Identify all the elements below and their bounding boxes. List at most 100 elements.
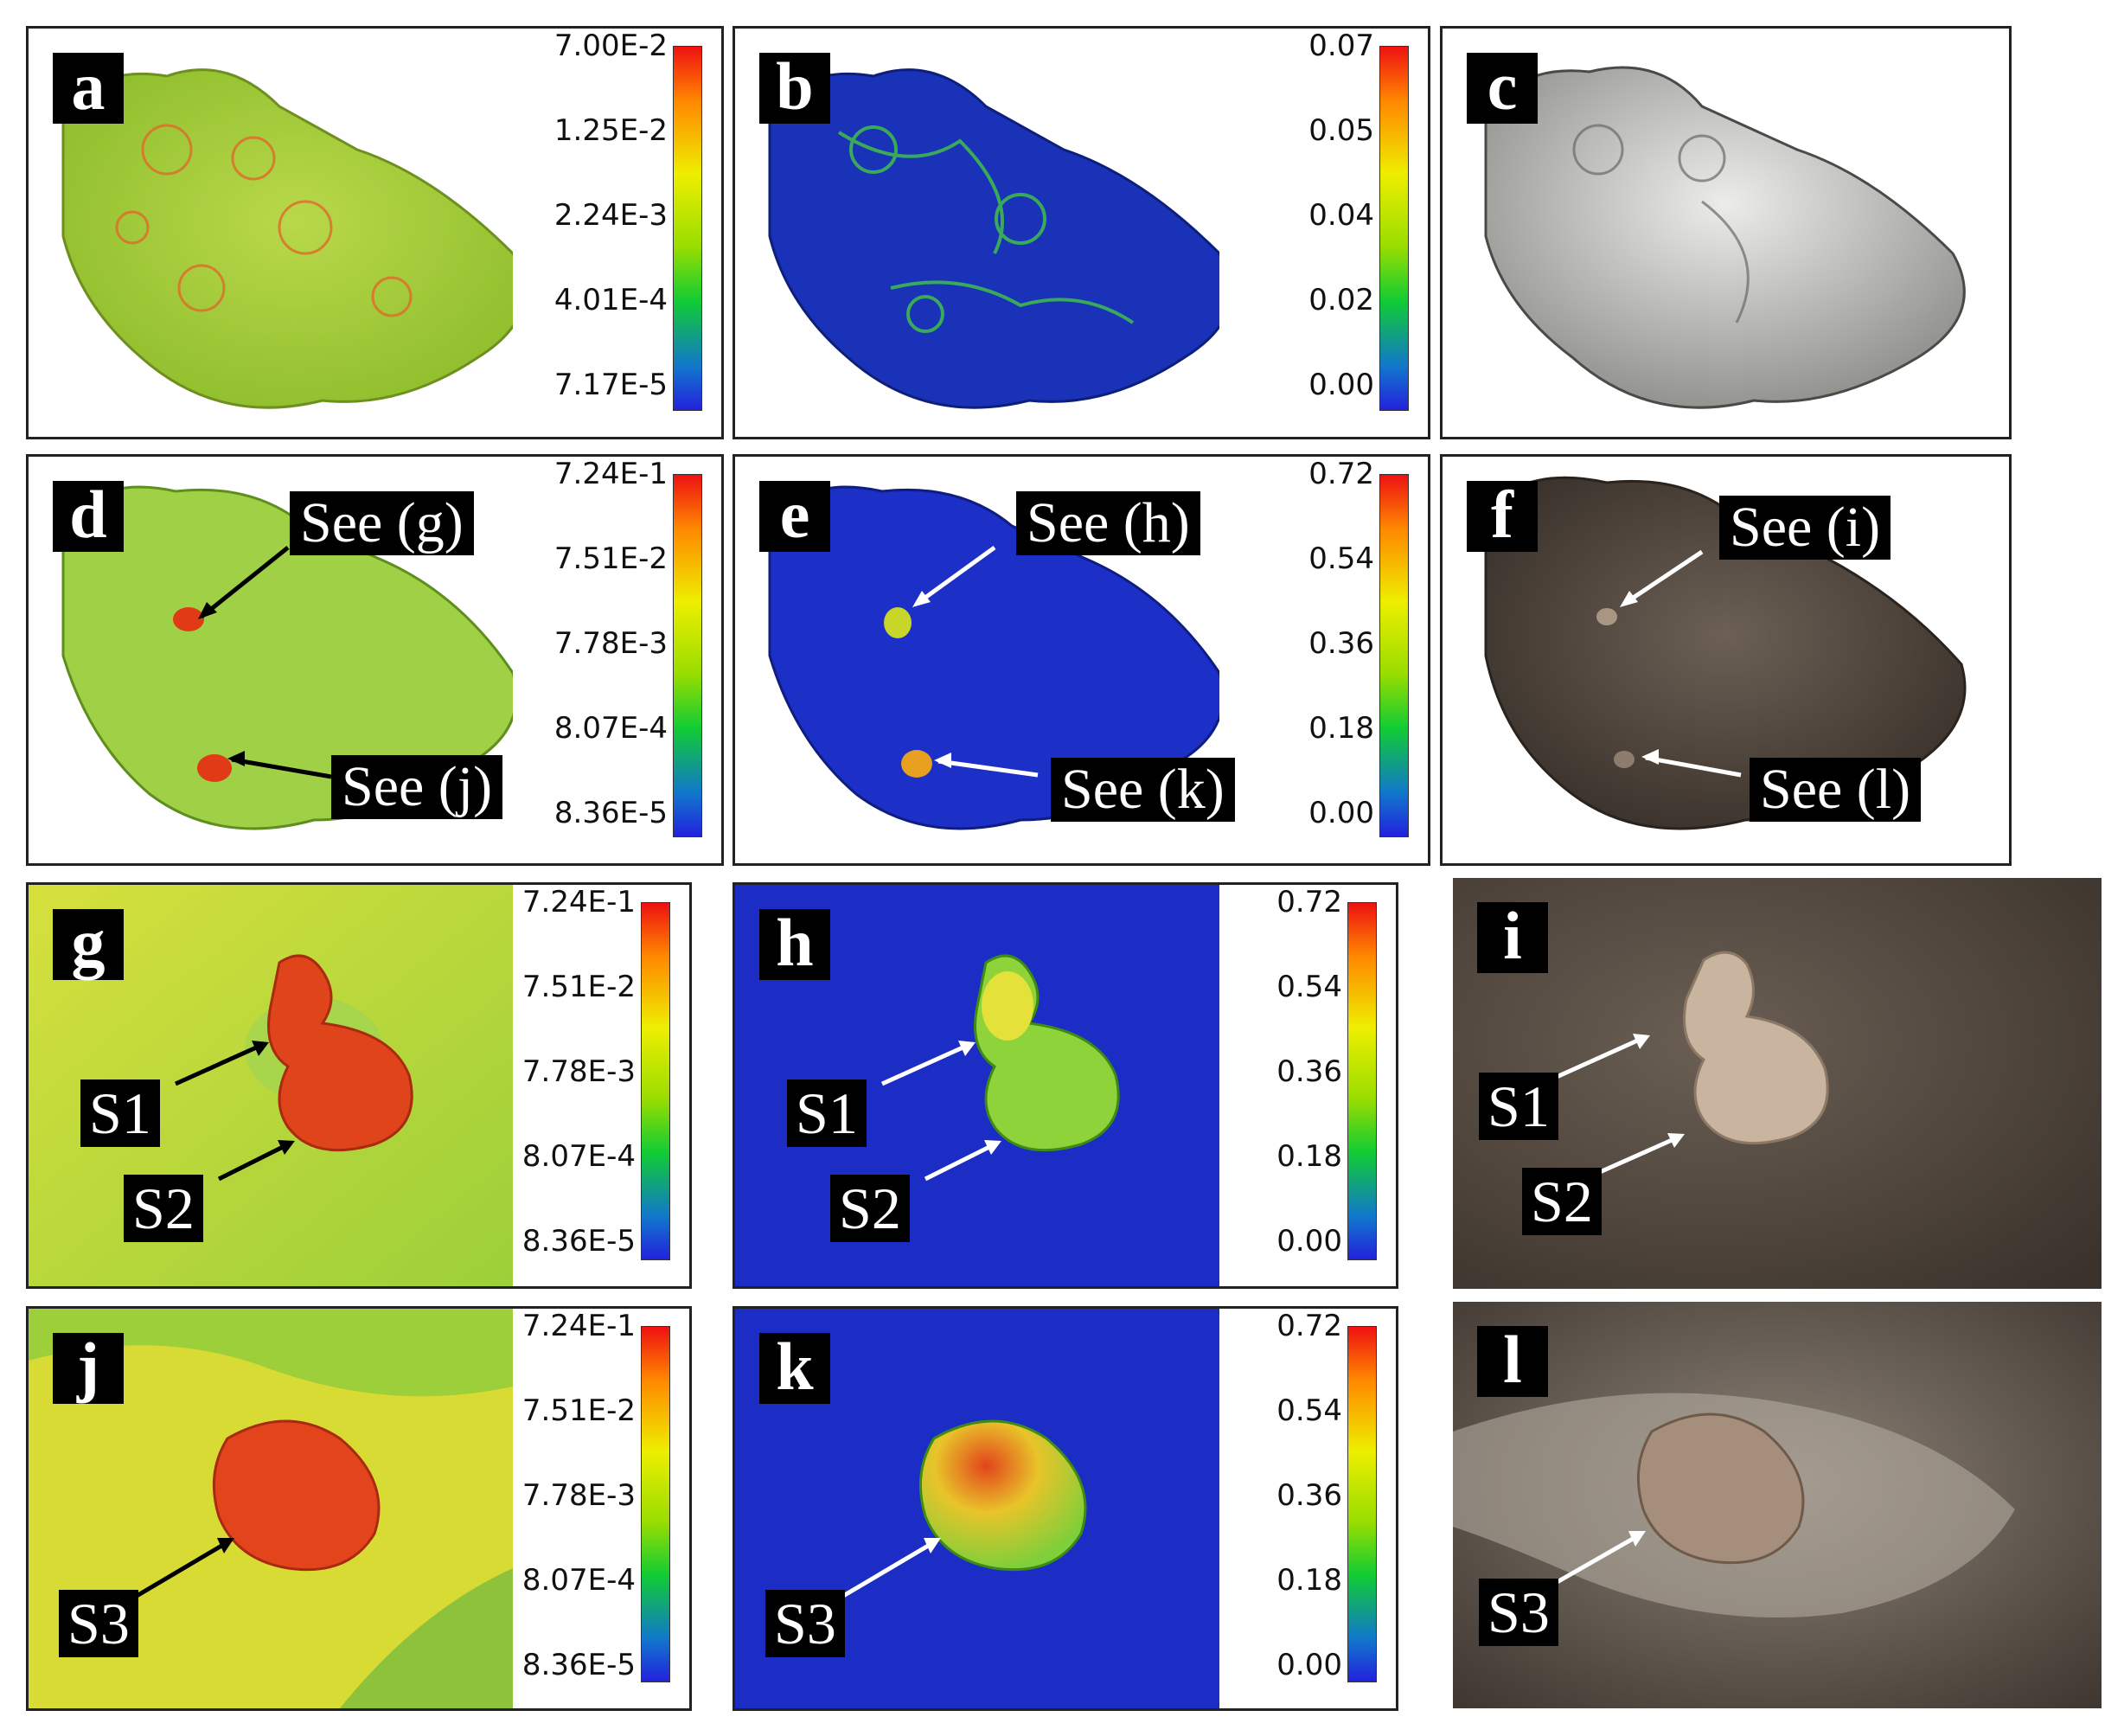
- curvature-map-image: [61, 68, 513, 409]
- callout-see-l: See (l): [1750, 758, 1922, 822]
- color-scale: 0.72 0.54 0.36 0.18 0.00: [1180, 1309, 1396, 1708]
- callout-see-g: See (g): [290, 491, 474, 555]
- scale-tick: 0.00: [1308, 368, 1374, 402]
- panel-letter: i: [1477, 902, 1548, 973]
- panel-letter: k: [759, 1333, 830, 1404]
- scale-tick: 0.02: [1308, 283, 1374, 317]
- panel-f: See (i) See (l) f: [1440, 454, 2012, 866]
- scale-tick: 4.01E-4: [553, 283, 668, 317]
- panel-letter: h: [759, 909, 830, 980]
- scale-tick: 0.72: [1276, 1309, 1342, 1343]
- scale-tick: 0.18: [1308, 711, 1374, 746]
- color-scale: 7.24E-1 7.51E-2 7.78E-3 8.07E-4 8.36E-5: [473, 885, 689, 1286]
- scale-tick: 0.72: [1308, 457, 1374, 491]
- scale-tick: 7.24E-1: [521, 885, 636, 919]
- panel-b: 0.07 0.05 0.04 0.02 0.00 b: [733, 26, 1430, 439]
- scale-tick: 0.36: [1276, 1054, 1342, 1089]
- panel-d: See (g) See (j) 7.24E-1 7.51E-2 7.78E-3 …: [26, 454, 724, 866]
- scale-tick: 2.24E-3: [553, 198, 668, 233]
- label-s2: S2: [830, 1175, 910, 1242]
- curvature-map-image: [61, 485, 513, 830]
- panel-a: 7.00E-2 1.25E-2 2.24E-3 4.01E-4 7.17E-5 …: [26, 26, 724, 439]
- scale-tick: 1.25E-2: [553, 113, 668, 148]
- callout-see-j: See (j): [331, 755, 503, 819]
- color-bar: [641, 1326, 670, 1682]
- color-scale: 7.00E-2 1.25E-2 2.24E-3 4.01E-4 7.17E-5: [505, 29, 721, 437]
- label-s2: S2: [124, 1175, 203, 1242]
- color-scale: 0.72 0.54 0.36 0.18 0.00: [1180, 885, 1396, 1286]
- panel-letter: f: [1467, 481, 1538, 552]
- panel-i: S1 S2 i: [1453, 878, 2102, 1289]
- scale-tick: 7.78E-3: [553, 626, 668, 661]
- scale-tick: 0.36: [1276, 1478, 1342, 1513]
- scale-tick: 7.78E-3: [521, 1054, 636, 1089]
- scale-tick: 8.36E-5: [521, 1648, 636, 1682]
- callout-see-h: See (h): [1016, 491, 1200, 555]
- color-scale: 0.07 0.05 0.04 0.02 0.00: [1212, 29, 1428, 437]
- callout-see-k: See (k): [1051, 758, 1235, 822]
- scale-tick: 0.36: [1308, 626, 1374, 661]
- panel-letter: d: [53, 481, 124, 552]
- panel-letter: l: [1477, 1326, 1548, 1397]
- scale-tick: 8.36E-5: [521, 1224, 636, 1259]
- photo-closeup-image: [1453, 1302, 2102, 1708]
- label-s3: S3: [59, 1590, 138, 1657]
- scale-tick: 0.00: [1308, 796, 1374, 830]
- label-s1: S1: [1479, 1073, 1558, 1140]
- panel-letter: j: [53, 1333, 124, 1404]
- scale-tick: 7.51E-2: [521, 970, 636, 1004]
- panel-l: S3 l: [1453, 1302, 2102, 1708]
- color-scale: 0.72 0.54 0.36 0.18 0.00: [1212, 457, 1428, 863]
- scale-tick: 8.36E-5: [553, 796, 668, 830]
- scale-tick: 8.07E-4: [521, 1563, 636, 1598]
- scale-tick: 7.17E-5: [553, 368, 668, 402]
- scale-tick: 0.18: [1276, 1563, 1342, 1598]
- scale-tick: 0.04: [1308, 198, 1374, 233]
- scale-tick: 0.54: [1308, 541, 1374, 576]
- panel-letter: a: [53, 53, 124, 124]
- scale-tick: 0.54: [1276, 970, 1342, 1004]
- color-bar: [673, 474, 702, 837]
- scale-tick: 0.18: [1276, 1139, 1342, 1174]
- color-scale: 7.24E-1 7.51E-2 7.78E-3 8.07E-4 8.36E-5: [505, 457, 721, 863]
- panel-letter: b: [759, 53, 830, 124]
- shaded-render-image: [1484, 66, 1966, 409]
- panel-g: S1 S2 7.24E-1 7.51E-2 7.78E-3 8.07E-4 8.…: [26, 882, 692, 1289]
- scale-tick: 0.07: [1308, 29, 1374, 63]
- label-s1: S1: [787, 1079, 867, 1147]
- panel-j: S3 7.24E-1 7.51E-2 7.78E-3 8.07E-4 8.36E…: [26, 1306, 692, 1711]
- textured-photo-image: [1484, 476, 1967, 830]
- scale-tick: 7.78E-3: [521, 1478, 636, 1513]
- color-bar: [1379, 474, 1409, 837]
- color-bar: [1347, 902, 1377, 1260]
- color-bar: [1379, 46, 1409, 411]
- panel-h: S1 S2 0.72 0.54 0.36 0.18 0.00 h: [733, 882, 1398, 1289]
- label-s3: S3: [1479, 1579, 1558, 1646]
- color-bar: [1347, 1326, 1377, 1682]
- scale-tick: 7.24E-1: [553, 457, 668, 491]
- scale-tick: 7.51E-2: [553, 541, 668, 576]
- scale-tick: 8.07E-4: [553, 711, 668, 746]
- panel-c: c: [1440, 26, 2012, 439]
- panel-k: S3 0.72 0.54 0.36 0.18 0.00 k: [733, 1306, 1398, 1711]
- scale-tick: 0.54: [1276, 1393, 1342, 1428]
- callout-see-i: See (i): [1719, 496, 1891, 560]
- curvature-map-image: [768, 485, 1219, 830]
- scale-tick: 7.51E-2: [521, 1393, 636, 1428]
- panel-e: See (h) See (k) 0.72 0.54 0.36 0.18 0.00…: [733, 454, 1430, 866]
- scale-tick: 0.00: [1276, 1648, 1342, 1682]
- scale-tick: 0.00: [1276, 1224, 1342, 1259]
- scale-tick: 8.07E-4: [521, 1139, 636, 1174]
- panel-letter: e: [759, 481, 830, 552]
- label-s2: S2: [1522, 1168, 1602, 1235]
- curvature-map-image: [768, 68, 1219, 409]
- panel-letter: c: [1467, 53, 1538, 124]
- scale-tick: 7.00E-2: [553, 29, 668, 63]
- color-bar: [673, 46, 702, 411]
- panel-letter: g: [53, 909, 124, 980]
- scale-tick: 7.24E-1: [521, 1309, 636, 1343]
- color-bar: [641, 902, 670, 1260]
- scale-tick: 0.72: [1276, 885, 1342, 919]
- label-s1: S1: [80, 1079, 160, 1147]
- color-scale: 7.24E-1 7.51E-2 7.78E-3 8.07E-4 8.36E-5: [473, 1309, 689, 1708]
